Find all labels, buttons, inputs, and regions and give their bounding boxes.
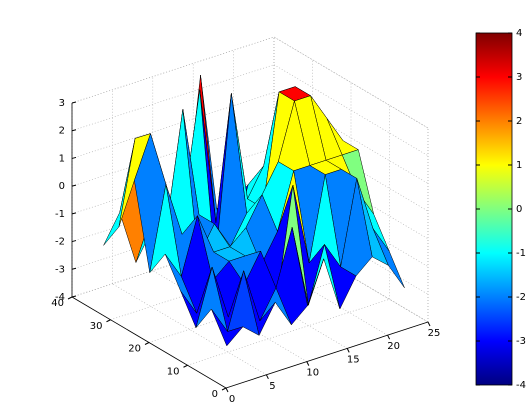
y-tick: [183, 364, 188, 368]
x-tick: [387, 334, 391, 340]
z-tick: [71, 129, 77, 132]
x-tick: [427, 321, 431, 327]
colorbar-tick-label: 1: [516, 160, 522, 171]
y-tick-label: 0: [212, 389, 218, 400]
colorbar: [475, 32, 513, 386]
grid-line: [187, 298, 390, 366]
z-tick-label: -4: [55, 292, 65, 303]
z-tick: [71, 156, 77, 159]
x-tick-label: 0: [229, 394, 235, 403]
x-tick-label: 15: [347, 354, 360, 365]
colorbar-tick-label: 3: [516, 72, 522, 83]
y-tick-label: 10: [167, 366, 180, 377]
z-tick: [71, 267, 77, 270]
axis-line: [225, 321, 429, 389]
x-tick-label: 10: [306, 368, 319, 379]
y-tick: [144, 342, 150, 345]
z-tick: [71, 101, 77, 104]
z-tick-label: 3: [59, 98, 65, 109]
y-tick: [106, 319, 111, 323]
box-edge: [71, 36, 275, 104]
x-tick: [265, 374, 269, 380]
grid-line: [71, 64, 275, 131]
grid-line: [71, 119, 275, 187]
y-tick: [67, 296, 73, 300]
grid-line: [148, 276, 352, 343]
grid-line: [71, 92, 275, 159]
y-tick: [221, 387, 227, 391]
z-tick-label: 2: [59, 126, 65, 137]
x-tick: [346, 348, 350, 353]
z-tick-label: -2: [55, 237, 65, 248]
x-tick: [306, 361, 310, 366]
surface-face: [211, 308, 244, 347]
x-tick-label: 25: [428, 328, 441, 339]
y-tick-label: 40: [51, 298, 64, 309]
x-tick-label: 20: [387, 341, 400, 352]
y-tick-label: 30: [90, 321, 103, 332]
z-tick: [71, 184, 77, 187]
z-tick: [71, 212, 77, 215]
colorbar-tick-label: -1: [516, 248, 526, 259]
y-tick-label: 20: [128, 344, 141, 355]
colorbar-tick-label: -4: [516, 380, 526, 391]
z-tick: [71, 295, 77, 298]
colorbar-tick-label: -3: [516, 336, 526, 347]
colorbar-tick-label: 4: [516, 28, 522, 39]
colorbar-tick-label: 0: [516, 204, 522, 215]
colorbar-tick-label: -2: [516, 292, 526, 303]
x-tick-label: 5: [269, 381, 275, 392]
z-tick-label: -1: [55, 209, 65, 220]
colorbar-tick-label: 2: [516, 116, 522, 127]
x-tick: [225, 387, 229, 393]
z-tick: [71, 240, 77, 243]
z-tick-label: 1: [59, 153, 65, 164]
z-tick-label: -3: [55, 264, 65, 275]
z-tick-label: 0: [59, 181, 65, 192]
